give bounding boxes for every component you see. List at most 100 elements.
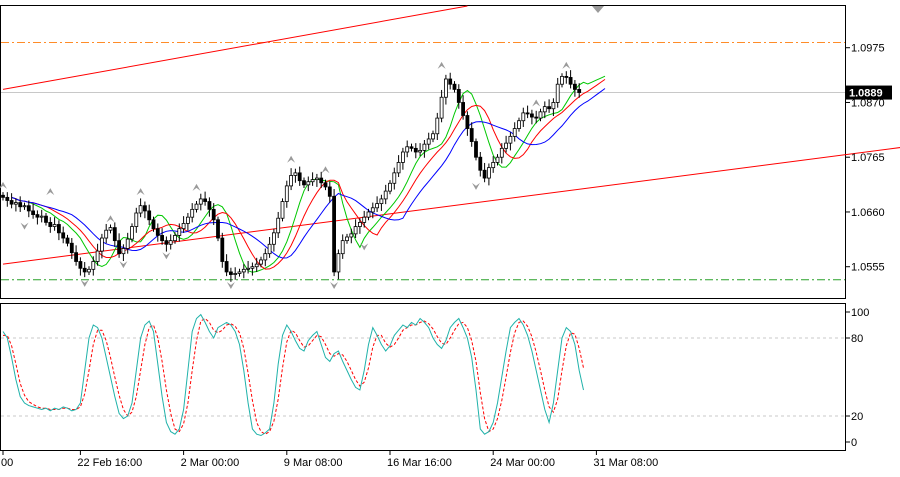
- candle-body: [198, 198, 203, 205]
- current-price-badge: 1.0889: [846, 85, 892, 100]
- candle-body: [422, 143, 427, 151]
- candle-body: [220, 237, 225, 262]
- candle: [530, 109, 534, 125]
- time-tick-label: 22 Feb 16:00: [77, 457, 142, 469]
- candle: [246, 260, 251, 274]
- candle: [254, 257, 259, 272]
- chart-shift-marker-icon[interactable]: [592, 6, 604, 13]
- candle-body: [405, 146, 410, 153]
- candle: [142, 201, 147, 219]
- stoch-level-label: 0: [851, 437, 857, 449]
- stoch-main-line: [2, 313, 584, 437]
- candle-body: [121, 248, 126, 255]
- candle: [413, 143, 418, 159]
- stochastic-axis[interactable]: 100 80 20 0: [845, 307, 869, 449]
- candle-body: [426, 138, 431, 145]
- candle-body: [216, 219, 220, 239]
- stochastic-pane[interactable]: [0, 303, 846, 451]
- candle: [345, 233, 349, 244]
- candle: [452, 81, 457, 93]
- candle-body: [44, 215, 48, 223]
- fractal-up-icon: [46, 188, 55, 196]
- candle: [185, 213, 190, 231]
- candle-body: [26, 205, 31, 212]
- candle: [250, 262, 255, 276]
- candle-body: [117, 240, 121, 255]
- candle-body: [207, 201, 212, 210]
- candle-body: [181, 223, 186, 230]
- trendlines[interactable]: [2, 5, 900, 265]
- ma-slow-line: [11, 88, 606, 259]
- candle: [259, 256, 263, 268]
- candle: [486, 163, 491, 186]
- lower-trendline[interactable]: [2, 76, 900, 265]
- candle-body: [568, 77, 573, 85]
- price-axis[interactable]: 1.0975 1.0870 1.0765 1.0660 1.0555: [845, 43, 885, 274]
- candle-body: [284, 185, 289, 202]
- candle-body: [530, 113, 534, 118]
- candle: [327, 181, 332, 203]
- candle: [121, 244, 126, 261]
- candle: [78, 257, 83, 276]
- candle: [573, 80, 577, 97]
- candle-body: [48, 221, 53, 227]
- candle: [198, 193, 203, 211]
- stoch-level-label: 20: [851, 411, 863, 423]
- candle: [108, 224, 113, 234]
- candle: [207, 197, 212, 217]
- time-axis[interactable]: 00 22 Feb 16:00 2 Mar 00:00 9 Mar 08:00 16 M…: [1, 450, 658, 469]
- candle-body: [319, 177, 324, 184]
- candle-body: [87, 268, 91, 273]
- candle-body: [560, 75, 564, 85]
- candle: [57, 220, 61, 241]
- candle-body: [323, 182, 328, 188]
- candle-body: [65, 237, 70, 244]
- candle-body: [130, 226, 134, 240]
- candle-body: [293, 172, 298, 176]
- candle-body: [413, 147, 418, 153]
- candle: [568, 70, 573, 89]
- candle: [181, 216, 186, 233]
- candle: [168, 234, 173, 250]
- candle-body: [525, 112, 530, 115]
- time-tick-label: 16 Mar 16:00: [387, 457, 452, 469]
- candle: [443, 74, 448, 105]
- candle-body: [388, 182, 392, 192]
- candle: [439, 89, 444, 123]
- candle-body: [190, 208, 195, 218]
- candle-body: [547, 106, 551, 110]
- candle: [228, 267, 233, 282]
- upper-trendline[interactable]: [2, 5, 468, 90]
- candle: [271, 228, 276, 252]
- current-price-badge-bg: [846, 85, 892, 100]
- candle-body: [551, 102, 556, 110]
- candle-body: [22, 205, 27, 208]
- candle-body: [95, 250, 100, 262]
- candle-body: [134, 212, 139, 227]
- candle: [173, 232, 177, 244]
- candle: [82, 262, 87, 278]
- candle: [564, 71, 569, 84]
- fractal-up-icon: [562, 61, 571, 69]
- candle-body: [52, 224, 57, 227]
- candle-body: [482, 169, 487, 179]
- candle-body: [362, 216, 367, 223]
- candle: [560, 73, 564, 88]
- candle: [555, 77, 560, 108]
- candle-body: [100, 237, 104, 252]
- candle: [396, 155, 401, 178]
- candle: [44, 213, 48, 226]
- candle-body: [392, 172, 397, 184]
- candle: [547, 99, 551, 113]
- horizontal-levels[interactable]: [1, 42, 845, 281]
- price-tick-label: 1.0555: [851, 262, 885, 274]
- candle-body: [104, 229, 109, 239]
- candle: [5, 192, 10, 207]
- candle-body: [573, 83, 577, 90]
- price-pane[interactable]: [0, 5, 900, 299]
- candle-body: [39, 215, 44, 218]
- candle: [203, 191, 208, 206]
- candle: [31, 203, 36, 219]
- candle: [388, 180, 392, 195]
